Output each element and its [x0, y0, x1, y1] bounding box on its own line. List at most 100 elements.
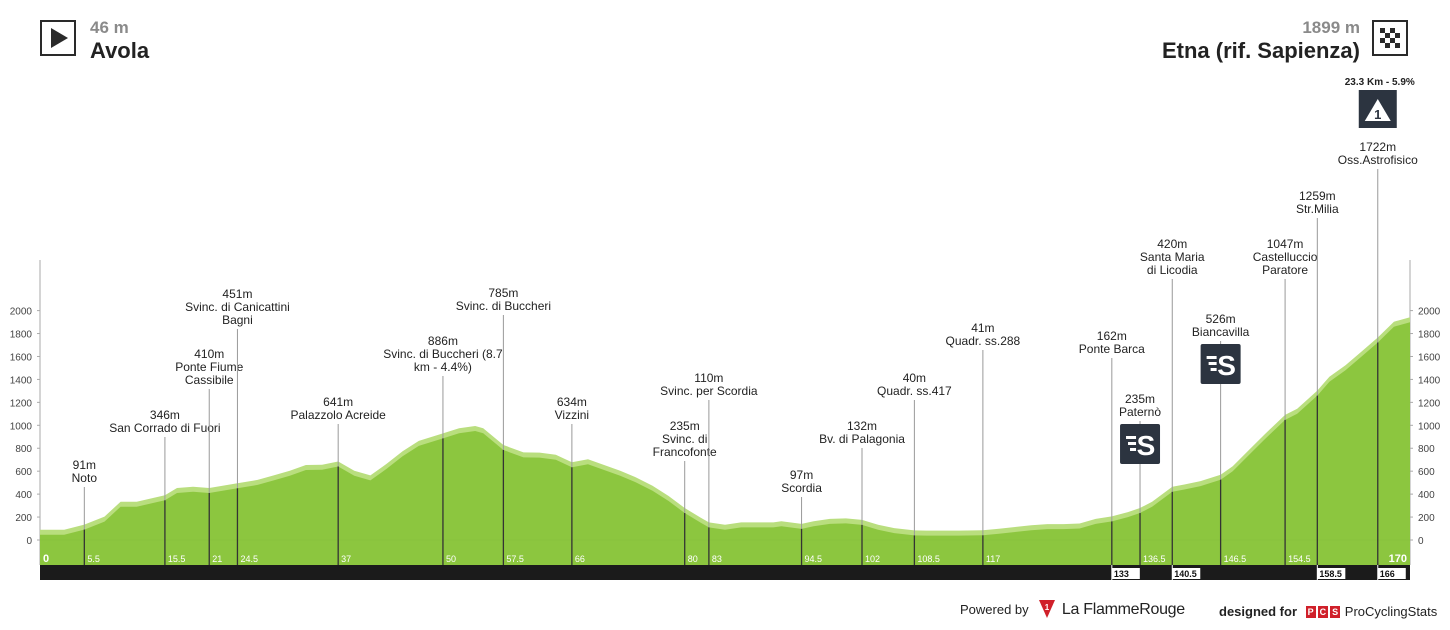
- km-label: 146.5: [1224, 554, 1247, 564]
- waypoint-label: 97m: [790, 468, 813, 482]
- waypoint-label: 91m: [73, 458, 96, 472]
- band-label: 158.5: [1319, 569, 1342, 579]
- waypoint-label: 110m: [694, 371, 723, 385]
- waypoint-label: San Corrado di Fuori: [109, 421, 220, 435]
- waypoint-label: Castelluccio: [1253, 250, 1318, 264]
- waypoint-label: Santa Maria: [1140, 250, 1205, 264]
- y-tick-label-left: 600: [15, 467, 32, 478]
- km-label: 50: [446, 554, 456, 564]
- waypoint-label: Ponte Barca: [1079, 342, 1145, 356]
- sprint-label: S: [1217, 350, 1236, 381]
- km-label: 21: [212, 554, 222, 564]
- waypoint-label: Svinc. di Buccheri: [456, 299, 551, 313]
- waypoint-label: Quadr. ss.417: [877, 384, 952, 398]
- waypoint-label: Svinc. di Buccheri (8.7: [383, 347, 503, 361]
- waypoint-label: di Licodia: [1147, 263, 1198, 277]
- waypoint-label: Noto: [72, 471, 98, 485]
- waypoint-label: 346m: [150, 408, 180, 422]
- km-label: 136.5: [1143, 554, 1166, 564]
- waypoint-label: 1259m: [1299, 189, 1336, 203]
- waypoint-label: 235m: [670, 419, 700, 433]
- band-label-bg: [1111, 568, 1140, 579]
- km-label: 5.5: [87, 554, 100, 564]
- powered-by-label: Powered by: [960, 602, 1029, 617]
- pcs-logo-letter: S: [1330, 606, 1341, 618]
- km-label: 83: [712, 554, 722, 564]
- waypoint-label: 235m: [1125, 392, 1155, 406]
- waypoint-label: Quadr. ss.288: [946, 334, 1021, 348]
- play-icon: [40, 20, 76, 56]
- y-tick-label-left: 800: [15, 444, 32, 455]
- km-label: 24.5: [240, 554, 258, 564]
- y-tick-label-left: 1400: [10, 375, 33, 386]
- km-label: 80: [688, 554, 698, 564]
- checkered-flag-icon: [1372, 20, 1408, 56]
- waypoint-label: 641m: [323, 395, 353, 409]
- y-tick-label-left: 1800: [10, 330, 33, 341]
- y-tick-label-right: 800: [1418, 444, 1435, 455]
- km-label: 102: [865, 554, 880, 564]
- y-tick-label-right: 400: [1418, 490, 1435, 501]
- km-label: 15.5: [168, 554, 186, 564]
- y-tick-label-left: 1600: [10, 352, 33, 363]
- powered-by: Powered by 1 La FlammeRouge: [960, 599, 1185, 619]
- y-tick-label-left: 400: [15, 490, 32, 501]
- band-label-bg: [1377, 568, 1406, 579]
- waypoint-label: 785m: [488, 286, 518, 300]
- profile-area: [40, 322, 1410, 565]
- kom-detail: 23.3 Km - 5.9%: [1345, 77, 1415, 88]
- waypoint-label: 1722m: [1359, 140, 1396, 154]
- distance-band: [40, 565, 1410, 580]
- km-label: 37: [341, 554, 351, 564]
- waypoint-label: Bagni: [222, 313, 253, 327]
- waypoint-label: Francofonte: [653, 445, 717, 459]
- start-town: Avola: [90, 38, 150, 63]
- y-tick-label-left: 1200: [10, 398, 33, 409]
- waypoint-label: Ponte Fiume: [175, 360, 243, 374]
- flamme-rouge-link[interactable]: La FlammeRouge: [1061, 601, 1185, 618]
- y-tick-label-right: 1800: [1418, 330, 1441, 341]
- y-tick-label-left: 1000: [10, 421, 33, 432]
- waypoint-label: 132m: [847, 419, 877, 433]
- flamme-rouge-logo-text: 1: [1045, 603, 1050, 612]
- y-tick-label-right: 1400: [1418, 375, 1441, 386]
- y-tick-label-left: 0: [26, 536, 32, 547]
- waypoint-label: Oss.Astrofisico: [1338, 153, 1418, 167]
- waypoint-label: Svinc. per Scordia: [660, 384, 758, 398]
- y-tick-label-left: 200: [15, 513, 32, 524]
- waypoint-label: 410m: [194, 347, 224, 361]
- waypoint-label: Cassibile: [185, 373, 234, 387]
- flamme-rouge-logo-icon: 1: [1038, 599, 1056, 619]
- waypoint-label: Palazzolo Acreide: [290, 408, 386, 422]
- pcs-logo-letter: C: [1317, 606, 1329, 618]
- km-label: 57.5: [506, 554, 524, 564]
- band-label: 166: [1380, 569, 1395, 579]
- km-label: 66: [575, 554, 585, 564]
- waypoint-label: 526m: [1206, 312, 1236, 326]
- waypoint-label: Biancavilla: [1192, 325, 1250, 339]
- y-tick-label-right: 1000: [1418, 421, 1441, 432]
- pcs-logo-letter: P: [1305, 606, 1316, 618]
- y-tick-label-right: 600: [1418, 467, 1435, 478]
- sprint-icon: S: [1200, 344, 1241, 384]
- waypoint-label: 451m: [222, 287, 252, 301]
- finish-km-label: 170: [1389, 553, 1407, 565]
- waypoint-label: 162m: [1097, 329, 1127, 343]
- waypoint-label: Paratore: [1262, 263, 1308, 277]
- km-label: 117: [986, 554, 1000, 564]
- kom-mountain-icon: 1: [1358, 90, 1397, 128]
- km-label: 154.5: [1288, 554, 1311, 564]
- pcs-link[interactable]: ProCyclingStats: [1344, 604, 1438, 619]
- sprint-label: S: [1137, 430, 1156, 461]
- y-tick-label-right: 0: [1418, 536, 1424, 547]
- waypoint-label: 420m: [1157, 237, 1187, 251]
- band-label-bg: [1317, 568, 1346, 579]
- y-tick-label-right: 1200: [1418, 398, 1441, 409]
- designed-for-label: designed for: [1219, 604, 1298, 619]
- sprint-icon: S: [1120, 424, 1161, 464]
- km-label: 94.5: [805, 554, 823, 564]
